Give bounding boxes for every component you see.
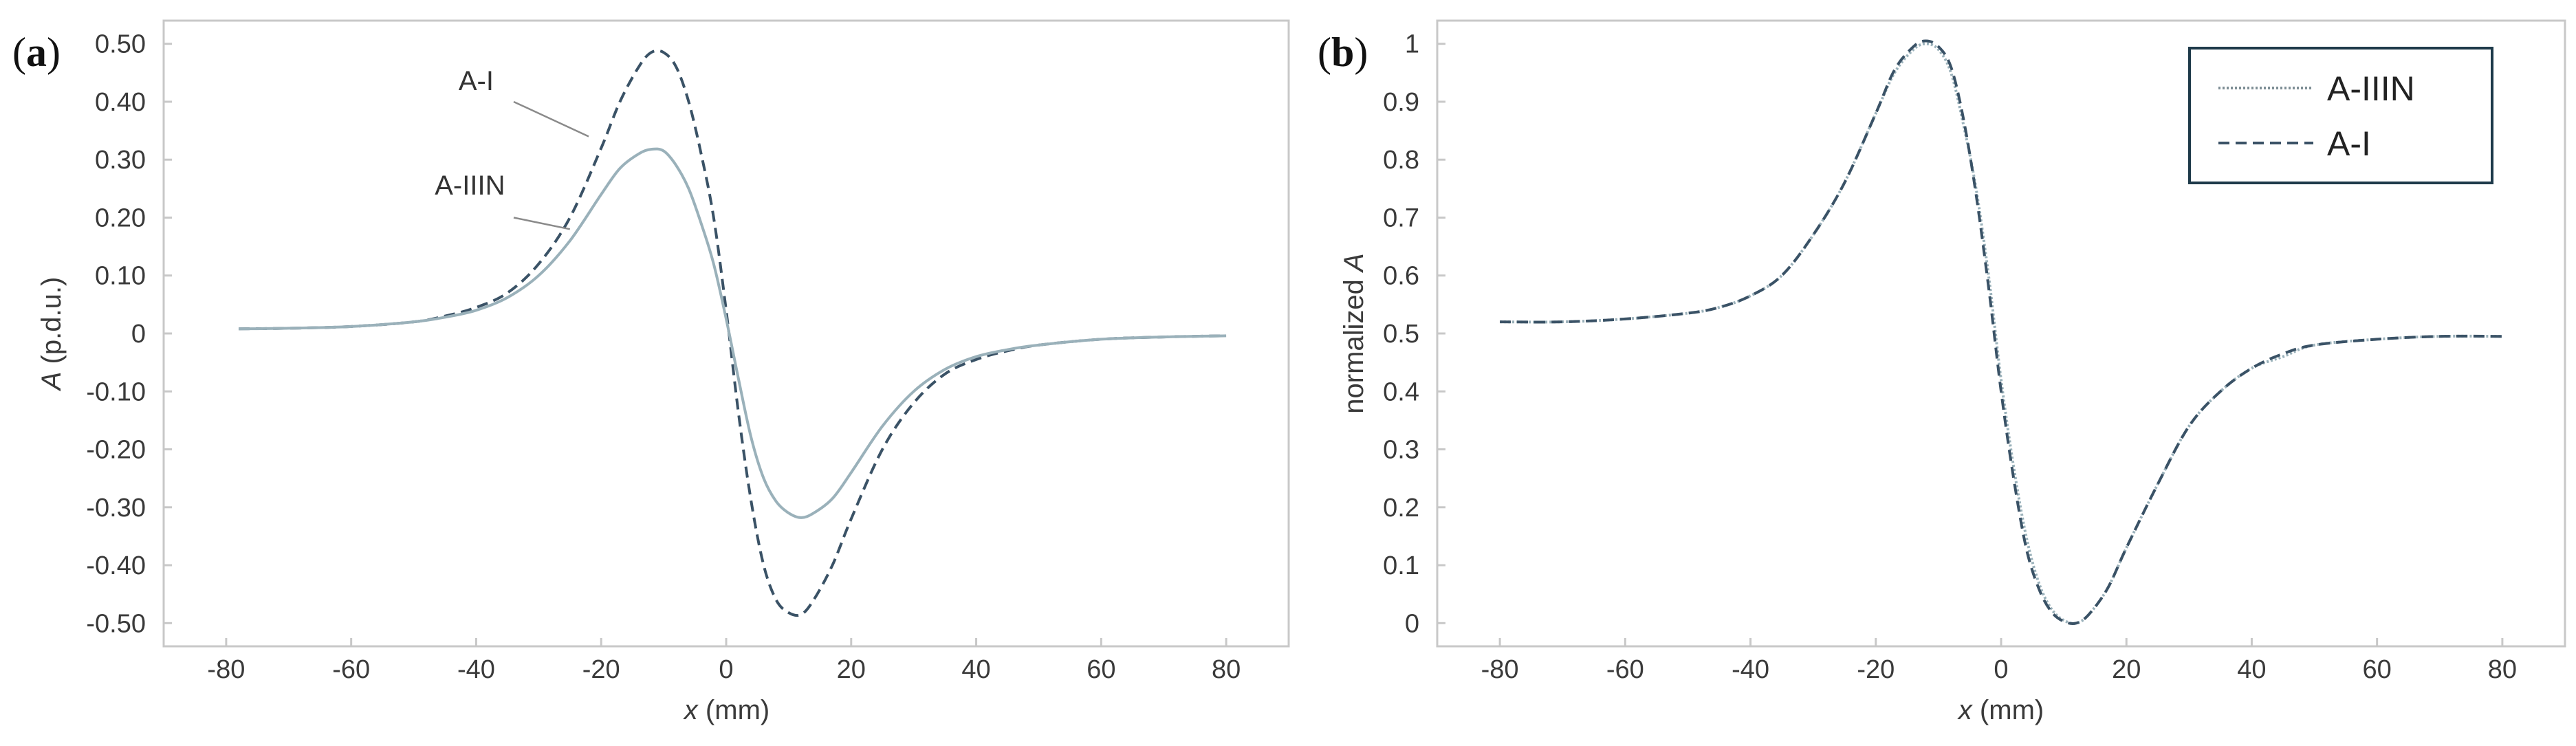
panel-b-series-a-i — [1500, 39, 2502, 626]
panel-b-y-axis-var: A — [1339, 253, 1369, 273]
panel-a: (a) -80 -60 -40 -20 0 20 40 60 80 0.50 0.40 0.30 0.2… — [12, 19, 1290, 725]
panel-a-x-tick-label: -20 — [582, 655, 620, 684]
panel-a-series-a-iiin — [239, 147, 1227, 519]
panel-b-x-tick-label: 80 — [2488, 655, 2517, 684]
panel-a-ticks: -80 -60 -40 -20 0 20 40 60 80 0.50 0.40 0.30 0.20 0.1… — [86, 30, 1241, 684]
panel-b-x-tick-label: -20 — [1857, 655, 1895, 684]
panel-a-y-tick-label: 0.10 — [95, 262, 146, 291]
panel-a-y-tick-label: -0.20 — [86, 436, 146, 465]
panel-a-plot-frame — [162, 19, 1290, 648]
legend-label-a-i: A-I — [2327, 124, 2371, 163]
panel-b-y-tick-label: 0 — [1405, 609, 1419, 638]
panel-a-y-tick-label: 0.50 — [95, 30, 146, 59]
panel-a-series — [239, 49, 1227, 617]
panel-a-y-axis-title: A (p.d.u.) — [36, 277, 67, 392]
annotation-label: A-IIIN — [435, 171, 505, 201]
annotation-leader-line — [513, 217, 571, 230]
panel-a-y-tick-label: 0.30 — [95, 146, 146, 175]
panel-b-y-tick-label: 0.3 — [1383, 436, 1419, 465]
panel-a-y-axis-var: A — [36, 372, 67, 392]
panel-b-series — [1500, 39, 2502, 626]
panel-a-x-tick-label: 80 — [1212, 655, 1241, 684]
panel-b-y-tick-label: 0.4 — [1383, 377, 1419, 406]
panel-b-x-tick-label: 0 — [1994, 655, 2008, 684]
panel-b-ticks: -80 -60 -40 -20 0 20 40 60 80 1 0.9 0.8 0.7 0.6 0.5 0.4… — [1383, 30, 2517, 684]
panel-a-y-tick-label: -0.30 — [86, 494, 146, 523]
panel-b-x-axis-var: x — [1957, 695, 1974, 725]
panel-a-y-axis-unit: (p.d.u.) — [36, 277, 67, 364]
panel-b-y-tick-label: 0.6 — [1383, 262, 1419, 291]
panel-a-y-tick-label: -0.40 — [86, 551, 146, 580]
annotation-label: A-I — [459, 66, 494, 96]
panel-b-y-tick-label: 0.9 — [1383, 88, 1419, 117]
legend-frame — [2188, 47, 2493, 184]
panel-b-x-tick-label: 40 — [2237, 655, 2266, 684]
panel-a-x-tick-label: -40 — [457, 655, 495, 684]
panel-b-x-tick-label: -60 — [1606, 655, 1644, 684]
panel-b: (b) -80 -60 -40 -20 0 20 40 60 80 1 0.9 0.8 0.7 0.6 0.… — [1318, 19, 2566, 725]
panel-a-x-tick-label: 0 — [719, 655, 733, 684]
panel-b-x-tick-label: 20 — [2112, 655, 2141, 684]
panel-a-x-axis-title: x (mm) — [683, 695, 769, 725]
panel-b-x-axis-unit: (mm) — [1980, 695, 2044, 725]
panel-a-annotations: A-I A-IIIN — [435, 66, 589, 230]
panel-b-legend: A-IIIN A-I — [2188, 47, 2493, 184]
panel-a-label: (a) — [12, 30, 61, 75]
panel-b-y-tick-label: 0.1 — [1383, 551, 1419, 580]
panel-b-x-axis-title: x (mm) — [1957, 695, 2044, 725]
panel-b-x-tick-label: -80 — [1481, 655, 1519, 684]
panel-a-x-tick-label: -60 — [332, 655, 370, 684]
panel-b-y-tick-label: 1 — [1405, 30, 1419, 59]
panel-a-x-tick-label: -80 — [207, 655, 245, 684]
panel-a-x-axis-unit: (mm) — [706, 695, 769, 725]
panel-a-x-tick-label: 40 — [961, 655, 990, 684]
annotation-leader-line — [513, 100, 589, 138]
panel-a-y-tick-label: 0.40 — [95, 88, 146, 117]
panel-a-y-tick-label: -0.10 — [86, 377, 146, 406]
panel-b-y-tick-label: 0.5 — [1383, 320, 1419, 349]
panel-a-y-tick-label: 0 — [131, 320, 146, 349]
panel-a-x-axis-var: x — [683, 695, 699, 725]
panel-a-x-tick-label: 20 — [837, 655, 866, 684]
panel-b-y-tick-label: 0.8 — [1383, 146, 1419, 175]
panel-a-letter: a — [26, 30, 47, 75]
panel-a-y-tick-label: 0.20 — [95, 204, 146, 232]
panel-b-label: (b) — [1318, 30, 1368, 75]
legend-label-a-iiin: A-IIIN — [2327, 69, 2415, 108]
panel-b-x-tick-label: -40 — [1732, 655, 1769, 684]
panel-b-y-axis-prefix: normalized — [1339, 279, 1369, 414]
panel-a-x-tick-label: 60 — [1087, 655, 1115, 684]
panel-a-y-tick-label: -0.50 — [86, 609, 146, 638]
panel-a-series-a-i — [239, 49, 1227, 617]
panel-b-y-axis-title: normalized A — [1339, 253, 1369, 413]
panel-b-x-tick-label: 60 — [2363, 655, 2392, 684]
panel-b-letter: b — [1331, 30, 1354, 75]
panel-b-y-tick-label: 0.7 — [1383, 204, 1419, 232]
panel-b-y-tick-label: 0.2 — [1383, 494, 1419, 523]
